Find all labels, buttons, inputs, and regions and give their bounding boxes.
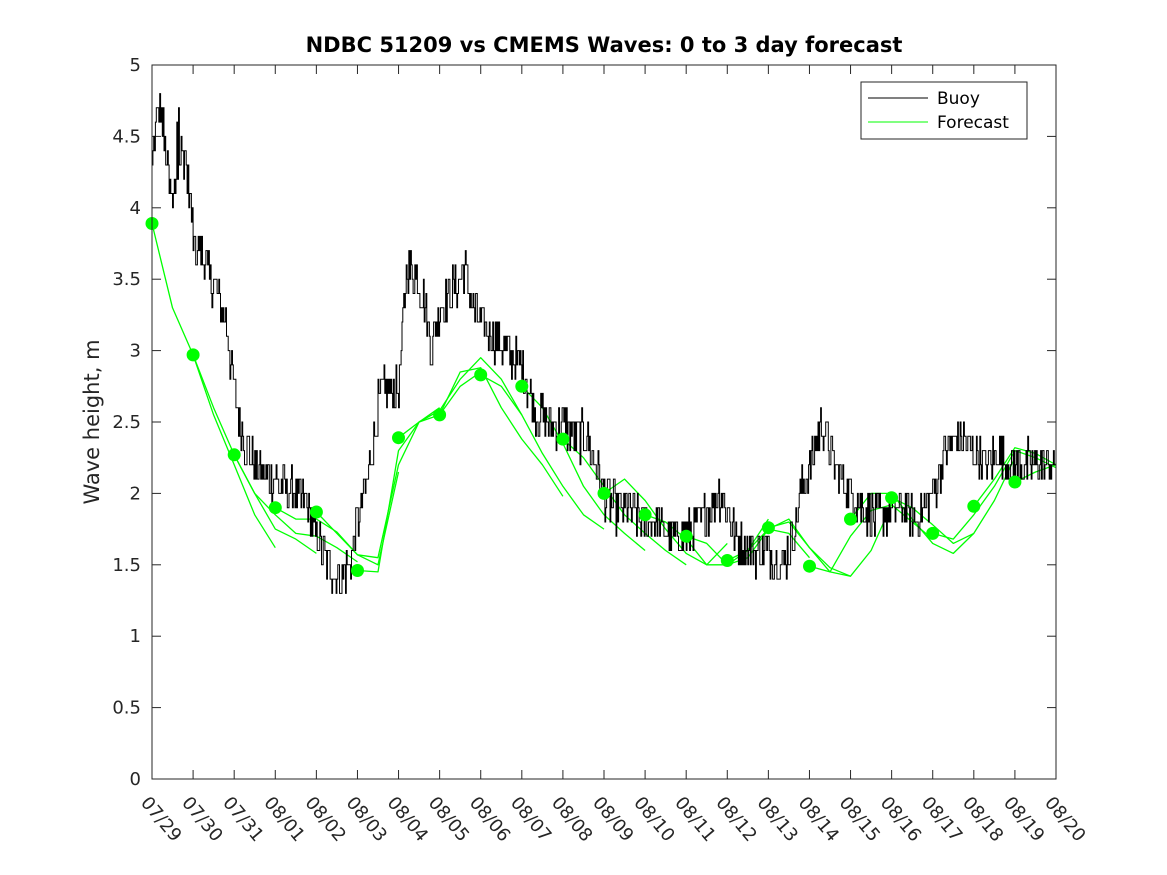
buoy-series: [152, 93, 1057, 594]
y-tick-label: 4.5: [112, 126, 141, 147]
forecast-marker: [844, 512, 857, 526]
forecast-marker: [720, 554, 734, 567]
y-tick-label: 0.5: [112, 698, 141, 719]
forecast-run-line: [768, 504, 893, 577]
forecast-run-line: [398, 357, 523, 439]
forecast-marker: [679, 529, 693, 543]
legend-buoy-label: Buoy: [937, 89, 980, 109]
legend-box: [860, 81, 1028, 140]
forecast-marker: [761, 521, 775, 535]
y-axis-label: Wave height, m: [80, 339, 104, 504]
forecast-marker: [638, 508, 652, 522]
forecast-marker: [967, 499, 981, 513]
forecast-marker: [597, 486, 611, 500]
y-tick-label: 5: [130, 55, 141, 76]
y-tick-label: 4: [130, 198, 141, 219]
forecast-run-line: [480, 374, 605, 530]
forecast-marker: [351, 564, 364, 577]
y-axis: 0 0.5 1 1.5 2 2.5 3 3.5 4 4.5 5: [112, 55, 1056, 790]
y-tick-label: 1: [130, 626, 141, 647]
forecast-marker: [268, 501, 282, 515]
y-tick-label: 2: [130, 483, 141, 504]
forecast-analysis-markers: [145, 217, 1022, 577]
forecast-marker: [186, 348, 200, 362]
forecast-marker: [392, 431, 405, 445]
forecast-marker: [885, 491, 899, 505]
legend: Buoy Forecast: [860, 81, 1028, 140]
forecast-marker: [556, 432, 570, 446]
forecast-run-line: [274, 471, 400, 566]
forecast-marker: [474, 368, 488, 382]
forecast-marker: [926, 526, 940, 540]
forecast-marker: [309, 505, 323, 519]
forecast-run-line: [439, 367, 564, 497]
axes-frame: [151, 64, 1057, 780]
buoy-line: [152, 93, 1057, 594]
legend-forecast-label: Forecast: [937, 113, 1009, 133]
forecast-run-line: [562, 438, 687, 566]
forecast-marker: [227, 448, 241, 462]
forecast-marker: [515, 379, 529, 393]
forecast-marker: [1008, 475, 1022, 489]
plot-area: [152, 65, 1056, 779]
forecast-run-line: [233, 454, 358, 563]
y-tick-label: 3: [130, 341, 141, 362]
y-tick-label: 3.5: [112, 269, 141, 290]
y-tick-label: 0: [130, 769, 141, 790]
y-tick-label: 2.5: [112, 412, 141, 433]
forecast-marker: [803, 559, 816, 573]
y-tick-label: 1.5: [112, 555, 141, 576]
forecast-marker: [433, 408, 447, 422]
forecast-run-line: [151, 223, 276, 549]
chart-title: NDBC 51209 vs CMEMS Waves: 0 to 3 day fo…: [306, 33, 903, 57]
